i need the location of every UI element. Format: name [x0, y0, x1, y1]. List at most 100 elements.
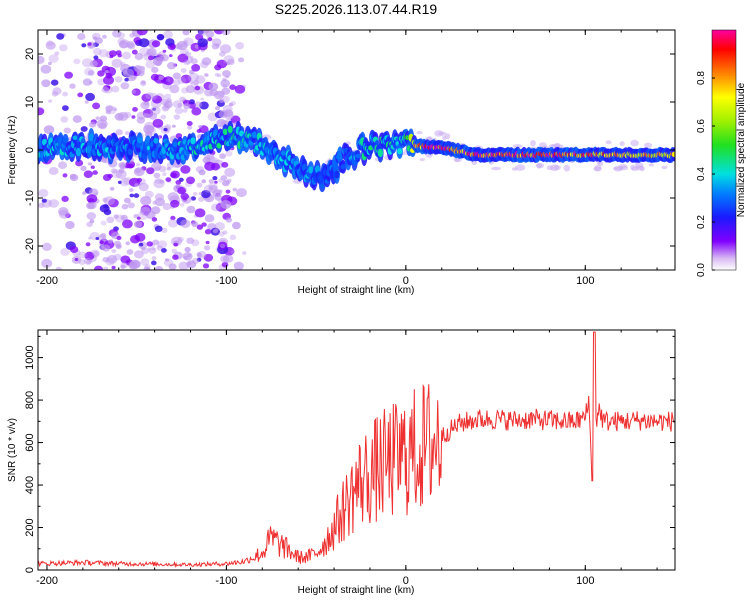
noise-blob — [54, 51, 60, 56]
noise-blob — [444, 133, 451, 140]
noise-blob — [174, 107, 184, 115]
noise-blob — [105, 69, 109, 74]
noise-blob — [220, 200, 232, 209]
noise-blob — [170, 199, 180, 208]
noise-blob — [170, 172, 177, 178]
noise-blob — [86, 194, 98, 204]
noise-blob — [172, 124, 176, 128]
spectrogram-ridge — [38, 120, 675, 193]
noise-blob — [131, 115, 136, 119]
noise-blob — [151, 256, 157, 261]
noise-blob — [163, 76, 174, 86]
noise-blob — [221, 262, 229, 268]
noise-blob — [127, 202, 135, 209]
noise-blob — [136, 177, 142, 183]
noise-blob — [167, 61, 176, 70]
noise-blob — [229, 84, 236, 90]
noise-blob — [187, 253, 192, 258]
noise-blob — [613, 166, 623, 172]
ridge-core — [190, 137, 196, 145]
colorbar-tick-label: 0.6 — [696, 119, 707, 133]
noise-blob — [216, 90, 226, 98]
noise-blob — [197, 250, 207, 259]
noise-blob — [196, 182, 203, 188]
noise-blob — [189, 80, 194, 84]
noise-blob — [186, 237, 195, 244]
noise-blob — [197, 38, 208, 48]
noise-blob — [62, 173, 68, 178]
x-tick-label: 0 — [403, 275, 409, 287]
noise-blob — [129, 193, 135, 198]
noise-blob — [196, 253, 203, 259]
ridge-core — [137, 137, 143, 144]
noise-blob — [123, 111, 132, 119]
noise-blob — [141, 246, 146, 251]
noise-blob — [163, 258, 174, 267]
noise-blob — [190, 196, 196, 201]
noise-blob — [128, 188, 134, 192]
snr-x-label: Height of straight line (km) — [298, 585, 415, 596]
noise-blob — [60, 116, 69, 123]
noise-blob — [152, 118, 164, 128]
noise-blob — [105, 109, 112, 115]
y-tick-label: 10 — [24, 96, 36, 108]
noise-blob — [200, 97, 204, 101]
ridge-core — [397, 148, 403, 155]
noise-blob — [189, 55, 194, 60]
noise-blob — [136, 111, 147, 120]
ridge-core — [172, 142, 178, 148]
noise-blob — [209, 88, 218, 97]
noise-blob — [87, 42, 92, 46]
noise-blob — [138, 38, 150, 48]
noise-blob — [204, 73, 209, 77]
noise-blob — [221, 30, 231, 36]
noise-blob — [80, 165, 87, 172]
noise-blob — [491, 166, 501, 171]
spectrogram-y-label: Frequency (Hz) — [7, 116, 18, 185]
noise-blob — [202, 263, 210, 269]
noise-blob — [220, 79, 230, 88]
noise-blob — [85, 242, 91, 247]
noise-blob — [210, 162, 220, 171]
noise-blob — [65, 221, 75, 229]
noise-blob — [154, 166, 161, 172]
noise-blob — [164, 258, 170, 262]
noise-blob — [85, 92, 95, 102]
noise-blob — [117, 180, 122, 184]
noise-blob — [204, 214, 215, 223]
snr-y-ticks: 0 200 400 600 800 1000 — [24, 335, 675, 573]
noise-blob — [117, 32, 126, 39]
noise-blob — [148, 112, 158, 120]
noise-blob — [214, 221, 225, 231]
noise-blob — [62, 105, 69, 111]
noise-blob — [207, 37, 213, 42]
noise-blob — [180, 165, 191, 174]
colorbar: 0.0 0.2 0.4 0.6 0.8 Normalized spectral ampl… — [696, 29, 747, 277]
noise-blob — [196, 224, 204, 230]
noise-blob — [182, 108, 188, 113]
noise-blob — [120, 61, 126, 67]
noise-blob — [238, 57, 245, 63]
noise-blob — [73, 58, 81, 65]
ridge-core — [216, 143, 222, 149]
noise-blob — [183, 255, 189, 260]
noise-blob — [118, 40, 129, 49]
colorbar-ticks: 0.0 0.2 0.4 0.6 0.8 — [696, 71, 715, 277]
noise-blob — [221, 161, 229, 168]
noise-blob — [47, 61, 52, 66]
noise-blob — [94, 265, 103, 270]
noise-blob — [172, 254, 179, 260]
noise-blob — [619, 141, 625, 147]
noise-blob — [225, 217, 233, 223]
noise-blob — [183, 103, 191, 110]
noise-blob — [177, 236, 184, 242]
ridge-core — [251, 131, 257, 139]
noise-blob — [186, 176, 195, 185]
noise-blob — [194, 208, 206, 218]
noise-blob — [195, 165, 204, 173]
noise-blob — [144, 126, 156, 136]
noise-blob — [69, 246, 79, 253]
noise-blob — [553, 165, 561, 171]
x-tick-label: -200 — [36, 575, 58, 587]
